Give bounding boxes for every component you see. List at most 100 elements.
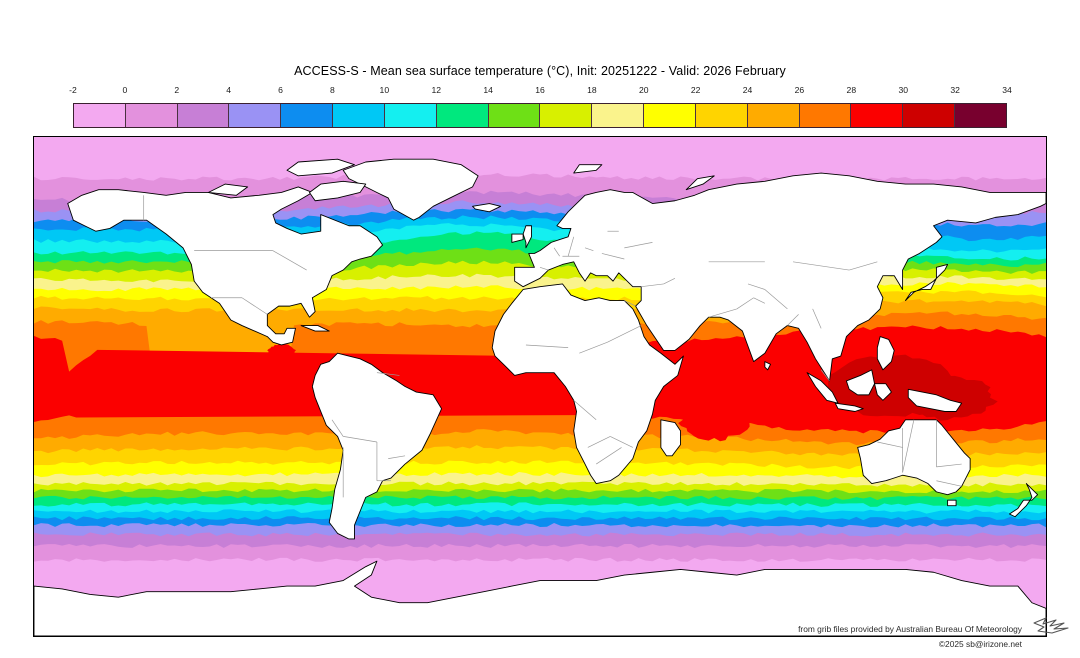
sst-band [34, 325, 1046, 434]
colorbar-tick: 24 [742, 85, 753, 95]
landmass-antarctica [34, 560, 1046, 636]
colorbar-tick: 0 [122, 85, 128, 95]
colorbar-tick: 8 [330, 85, 335, 95]
colorbar-tick: 22 [690, 85, 701, 95]
political-border-38 [567, 236, 575, 257]
landmass-baffin [309, 180, 367, 202]
colorbar-tick: 6 [278, 85, 283, 95]
colorbar-band [333, 104, 385, 127]
colorbar-band [125, 104, 178, 127]
landmass-ellesmere [286, 158, 355, 177]
colorbar-band [74, 104, 126, 127]
colorbar-tick: 30 [898, 85, 908, 95]
political-border-16 [579, 341, 608, 354]
colorbar-band [540, 104, 593, 127]
political-border-45 [936, 480, 962, 487]
map-panel[interactable] [33, 136, 1047, 637]
political-border-24 [753, 297, 766, 304]
landmass-cuba [300, 325, 330, 332]
landmass-australia [857, 419, 971, 496]
sst-warm-indian [678, 399, 750, 442]
political-border-22 [708, 308, 737, 318]
landmass-north-america [67, 186, 384, 346]
political-border-31 [849, 261, 878, 271]
political-border-11 [376, 372, 400, 376]
landmass-greenland [342, 158, 479, 221]
landmass-madagascar [660, 419, 681, 457]
landmass-tasmania [947, 499, 957, 507]
colorbar-tick: 18 [587, 85, 597, 95]
political-border-23 [736, 297, 754, 310]
colorbar-tick: 32 [950, 85, 960, 95]
landmass-japan [905, 264, 949, 301]
political-border-26 [812, 308, 822, 329]
colorbar-band [592, 104, 645, 127]
sst-map [34, 137, 1046, 636]
political-border-27 [820, 369, 830, 382]
political-border-36 [539, 266, 549, 271]
credit-copyright: ©2025 sb@irizone.net [938, 639, 1022, 649]
political-border-14 [595, 447, 622, 465]
colorbar-bands [73, 103, 1007, 128]
political-border-4 [241, 297, 268, 315]
colorbar-tick: 2 [174, 85, 180, 95]
colorbar-tick: -2 [69, 85, 77, 95]
landmass-ireland [511, 233, 524, 243]
land-layer [34, 158, 1046, 636]
political-border-13 [610, 436, 633, 448]
colorbar-band [903, 104, 956, 127]
political-border-44 [936, 463, 962, 468]
colorbar-band [229, 104, 282, 127]
bird-logo-icon [1033, 617, 1069, 634]
colorbar-tick: 4 [226, 85, 232, 95]
landmass-africa [491, 283, 684, 484]
colorbar-tick: 10 [379, 85, 390, 95]
colorbar-band [747, 104, 800, 127]
colorbar-tick: 34 [1002, 85, 1012, 95]
political-border-30 [792, 261, 850, 271]
landmass-victoria-island [207, 183, 249, 196]
colorbar-band [695, 104, 748, 127]
landmass-new-guinea [907, 388, 963, 412]
political-border-37 [553, 247, 560, 257]
landmass-iceland [472, 203, 502, 213]
colorbar-tick: 28 [846, 85, 857, 95]
colorbar-tick: 14 [483, 85, 493, 95]
political-border-33 [624, 242, 653, 249]
political-border-2 [272, 250, 307, 271]
colorbar-band [384, 104, 437, 127]
colorbar-band [799, 104, 852, 127]
landmass-philippines [876, 336, 895, 371]
political-border-25 [787, 314, 799, 326]
landmass-svalbard [573, 164, 603, 174]
political-border-20 [641, 283, 664, 288]
political-border-18 [607, 325, 642, 343]
political-border-6 [343, 436, 377, 443]
landmass-java [834, 402, 864, 412]
landmass-eurasia [514, 172, 1046, 382]
colorbar-tick-labels: -2 0 2 4 6 8 10 12 14 16 18 20 22 24 26 28 30 32 34 [69, 85, 1012, 99]
landmass-new-zealand [1009, 483, 1039, 518]
colorbar-tick: 16 [535, 85, 545, 95]
political-border-7 [331, 419, 344, 437]
political-border-15 [573, 400, 597, 421]
political-border-21 [663, 278, 676, 285]
political-border-12 [587, 436, 611, 448]
political-border-41 [902, 419, 915, 473]
colorbar: -2 0 2 4 6 8 10 12 14 16 18 20 22 24 26 28 30 32 34 [69, 85, 1012, 128]
colorbar-band [177, 104, 230, 127]
colorbar-tick: 12 [431, 85, 441, 95]
political-border-9 [388, 455, 406, 459]
political-border-39 [584, 247, 594, 251]
landmass-novaya-zemlya [685, 175, 715, 191]
political-border-19 [624, 300, 636, 307]
colorbar-band [488, 104, 541, 127]
colorbar-band [851, 104, 904, 127]
page-title: ACCESS-S - Mean sea surface temperature … [294, 64, 786, 78]
credit-source: from grib files provided by Australian B… [798, 624, 1022, 634]
landmass-sri-lanka [764, 361, 771, 371]
political-border-29 [764, 289, 788, 310]
colorbar-band [436, 104, 489, 127]
landmass-sulawesi [874, 383, 892, 401]
